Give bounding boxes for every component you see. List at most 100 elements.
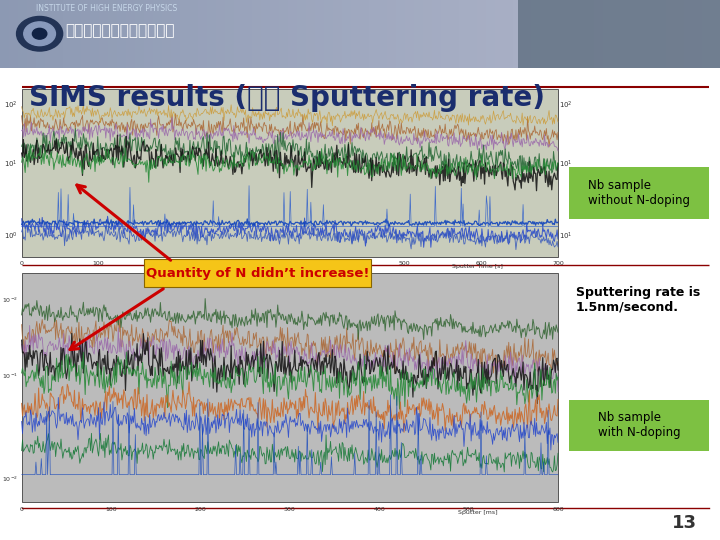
Bar bbox=[675, 0, 685, 68]
Bar bbox=[657, 0, 667, 68]
Bar bbox=[585, 0, 595, 68]
Bar bbox=[477, 0, 487, 68]
Text: Quantity of N didn’t increase!: Quantity of N didn’t increase! bbox=[145, 267, 369, 280]
Text: $10^1$: $10^1$ bbox=[559, 159, 573, 170]
Text: 600: 600 bbox=[552, 507, 564, 511]
Bar bbox=[504, 0, 514, 68]
Bar bbox=[569, 167, 709, 219]
Text: 100: 100 bbox=[92, 261, 104, 266]
Bar bbox=[180, 0, 190, 68]
Text: Sputtering rate is
1.5nm/second.: Sputtering rate is 1.5nm/second. bbox=[576, 286, 701, 314]
Bar bbox=[513, 0, 523, 68]
Bar bbox=[27, 0, 37, 68]
Bar bbox=[495, 0, 505, 68]
Bar bbox=[207, 0, 217, 68]
Bar bbox=[486, 0, 497, 68]
Bar bbox=[153, 0, 163, 68]
Bar bbox=[468, 0, 478, 68]
Text: 13: 13 bbox=[672, 514, 697, 532]
Text: 400: 400 bbox=[323, 261, 334, 266]
Text: 200: 200 bbox=[194, 507, 206, 511]
Bar bbox=[612, 0, 622, 68]
Bar bbox=[693, 0, 703, 68]
Text: 500: 500 bbox=[463, 507, 474, 511]
Text: 600: 600 bbox=[475, 261, 487, 266]
Bar bbox=[423, 0, 433, 68]
Circle shape bbox=[24, 22, 55, 45]
Bar bbox=[576, 0, 586, 68]
Text: 200: 200 bbox=[169, 261, 181, 266]
Bar bbox=[441, 0, 451, 68]
Bar bbox=[297, 0, 307, 68]
Text: $10^1$: $10^1$ bbox=[559, 231, 573, 242]
Bar bbox=[414, 0, 424, 68]
Bar bbox=[22, 273, 558, 502]
Bar bbox=[243, 0, 253, 68]
Bar bbox=[126, 0, 137, 68]
Text: 300: 300 bbox=[284, 507, 296, 511]
Bar bbox=[594, 0, 604, 68]
Bar bbox=[387, 0, 397, 68]
Text: INSTITUTE OF HIGH ENERGY PHYSICS: INSTITUTE OF HIGH ENERGY PHYSICS bbox=[36, 4, 177, 14]
Text: $10^1$: $10^1$ bbox=[4, 159, 18, 170]
Bar bbox=[558, 0, 569, 68]
Bar bbox=[90, 0, 101, 68]
Bar bbox=[171, 0, 181, 68]
Bar bbox=[639, 0, 649, 68]
Bar bbox=[621, 0, 631, 68]
Bar bbox=[135, 0, 145, 68]
Text: $10^{-2}$: $10^{-2}$ bbox=[2, 475, 18, 484]
Bar bbox=[405, 0, 415, 68]
Bar bbox=[288, 0, 299, 68]
Bar bbox=[315, 0, 325, 68]
Circle shape bbox=[32, 28, 47, 39]
Bar bbox=[522, 0, 532, 68]
Bar bbox=[396, 0, 407, 68]
Bar bbox=[216, 0, 226, 68]
Text: Nb sample
without N-doping: Nb sample without N-doping bbox=[588, 179, 690, 207]
Text: 0: 0 bbox=[19, 507, 24, 511]
Text: 0: 0 bbox=[19, 261, 24, 266]
Bar bbox=[324, 0, 334, 68]
Bar bbox=[270, 0, 281, 68]
Bar bbox=[234, 0, 245, 68]
Bar bbox=[333, 0, 343, 68]
Bar bbox=[99, 0, 109, 68]
Bar bbox=[72, 0, 82, 68]
Bar bbox=[306, 0, 317, 68]
Bar bbox=[162, 0, 173, 68]
Text: 100: 100 bbox=[105, 507, 117, 511]
Bar bbox=[144, 259, 371, 287]
Text: 400: 400 bbox=[374, 507, 385, 511]
Bar bbox=[0, 68, 720, 540]
Bar bbox=[279, 0, 289, 68]
Bar bbox=[351, 0, 361, 68]
Bar bbox=[360, 0, 370, 68]
Bar bbox=[567, 0, 577, 68]
Bar bbox=[540, 0, 550, 68]
Text: Sputter [ms]: Sputter [ms] bbox=[458, 510, 498, 515]
Bar bbox=[432, 0, 442, 68]
Bar bbox=[711, 0, 720, 68]
Bar bbox=[518, 0, 720, 68]
Bar bbox=[9, 0, 19, 68]
Bar bbox=[81, 0, 91, 68]
Bar bbox=[144, 0, 154, 68]
Bar bbox=[36, 0, 46, 68]
Text: $10^{-1}$: $10^{-1}$ bbox=[2, 372, 18, 381]
Text: Sputter Time [s]: Sputter Time [s] bbox=[452, 265, 503, 269]
Text: $10^2$: $10^2$ bbox=[559, 100, 573, 111]
Text: Nb sample
with N-doping: Nb sample with N-doping bbox=[598, 411, 680, 439]
Bar bbox=[45, 0, 55, 68]
Text: 700: 700 bbox=[552, 261, 564, 266]
Text: SIMS results (确认 Sputtering rate): SIMS results (确认 Sputtering rate) bbox=[29, 84, 545, 112]
Text: $10^0$: $10^0$ bbox=[4, 231, 18, 242]
Bar bbox=[378, 0, 389, 68]
Bar bbox=[549, 0, 559, 68]
Text: $10^{-2}$: $10^{-2}$ bbox=[2, 295, 18, 305]
Bar bbox=[603, 0, 613, 68]
Bar bbox=[648, 0, 658, 68]
Bar bbox=[369, 0, 379, 68]
Bar bbox=[531, 0, 541, 68]
Bar bbox=[252, 0, 262, 68]
